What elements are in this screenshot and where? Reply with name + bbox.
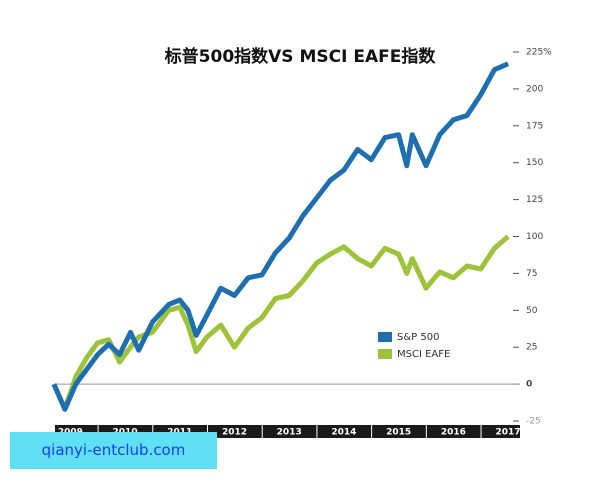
y-tick-label: 175 [526, 121, 543, 131]
y-tick-label: 0 [526, 380, 532, 390]
x-tick-label: 2016 [441, 428, 466, 438]
y-tick-label: 125 [526, 195, 543, 205]
y-tick-label: 50 [526, 306, 538, 316]
y-tick-label: 100 [526, 232, 543, 242]
y-tick-label: 200 [526, 84, 543, 94]
x-tick-label: 2013 [277, 428, 302, 438]
x-tick-label: 2015 [386, 428, 411, 438]
y-tick-label: 150 [526, 158, 543, 168]
x-tick-label: 2012 [222, 428, 247, 438]
y-tick-label: 75 [526, 269, 537, 279]
chart-title: 标普500指数VS MSCI EAFE指数 [165, 46, 437, 67]
y-tick-label: 225% [526, 48, 552, 58]
x-tick-label: 2014 [331, 428, 356, 438]
legend-swatch [378, 349, 392, 359]
series-line [51, 61, 510, 412]
legend-label: MSCI EAFE [397, 349, 450, 360]
y-tick-label: -25 [526, 417, 541, 427]
legend-swatch [378, 332, 392, 342]
x-tick-label: 2017 [496, 428, 521, 438]
legend-label: S&P 500 [397, 332, 439, 343]
watermark: qianyi-entclub.com [10, 432, 217, 469]
series-line [51, 234, 510, 412]
y-tick-label: 25 [526, 343, 537, 353]
